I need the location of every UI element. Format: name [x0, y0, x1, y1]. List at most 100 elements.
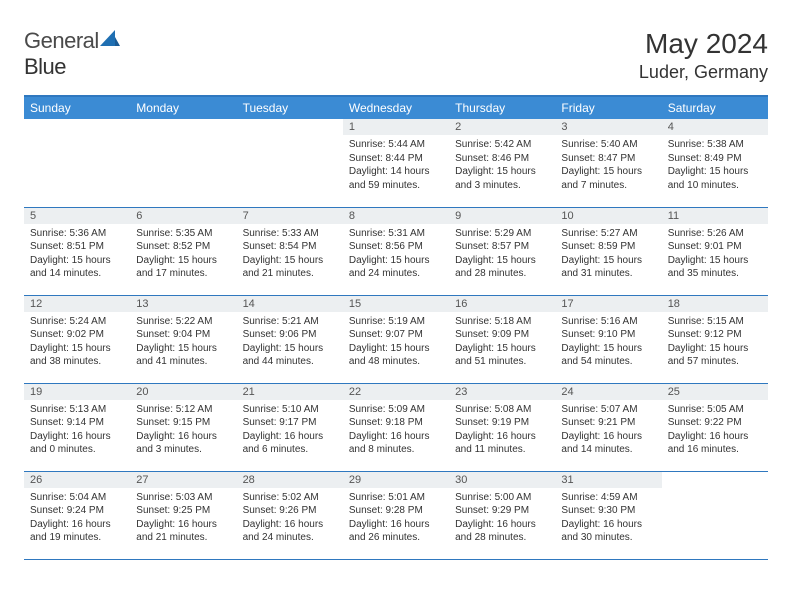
calendar-row: 19Sunrise: 5:13 AMSunset: 9:14 PMDayligh…: [24, 383, 768, 471]
calendar-cell: ..: [662, 471, 768, 559]
day-details: Sunrise: 5:21 AMSunset: 9:06 PMDaylight:…: [237, 312, 343, 373]
day-number: 20: [130, 384, 236, 400]
page-header: GeneralBlue May 2024 Luder, Germany: [24, 28, 768, 83]
calendar-row: 12Sunrise: 5:24 AMSunset: 9:02 PMDayligh…: [24, 295, 768, 383]
calendar-cell: 6Sunrise: 5:35 AMSunset: 8:52 PMDaylight…: [130, 207, 236, 295]
day-details: Sunrise: 5:27 AMSunset: 8:59 PMDaylight:…: [555, 224, 661, 285]
calendar-body: ......1Sunrise: 5:44 AMSunset: 8:44 PMDa…: [24, 119, 768, 559]
day-details: Sunrise: 5:19 AMSunset: 9:07 PMDaylight:…: [343, 312, 449, 373]
day-number: 30: [449, 472, 555, 488]
brand-logo: GeneralBlue: [24, 28, 120, 80]
calendar-cell: 9Sunrise: 5:29 AMSunset: 8:57 PMDaylight…: [449, 207, 555, 295]
day-details: Sunrise: 5:35 AMSunset: 8:52 PMDaylight:…: [130, 224, 236, 285]
day-number: 18: [662, 296, 768, 312]
day-number: 17: [555, 296, 661, 312]
calendar-cell: 21Sunrise: 5:10 AMSunset: 9:17 PMDayligh…: [237, 383, 343, 471]
day-number: 28: [237, 472, 343, 488]
day-details: Sunrise: 5:26 AMSunset: 9:01 PMDaylight:…: [662, 224, 768, 285]
calendar-cell: 27Sunrise: 5:03 AMSunset: 9:25 PMDayligh…: [130, 471, 236, 559]
calendar-cell: 8Sunrise: 5:31 AMSunset: 8:56 PMDaylight…: [343, 207, 449, 295]
sail-icon: [100, 28, 120, 54]
day-number: 24: [555, 384, 661, 400]
day-number: 22: [343, 384, 449, 400]
calendar-cell: ..: [130, 119, 236, 207]
weekday-header: Saturday: [662, 96, 768, 119]
day-number: 16: [449, 296, 555, 312]
day-details: Sunrise: 5:07 AMSunset: 9:21 PMDaylight:…: [555, 400, 661, 461]
day-details: Sunrise: 5:03 AMSunset: 9:25 PMDaylight:…: [130, 488, 236, 549]
day-details: Sunrise: 5:13 AMSunset: 9:14 PMDaylight:…: [24, 400, 130, 461]
day-details: Sunrise: 5:00 AMSunset: 9:29 PMDaylight:…: [449, 488, 555, 549]
day-number: 11: [662, 208, 768, 224]
day-number: 15: [343, 296, 449, 312]
day-number: 10: [555, 208, 661, 224]
day-details: Sunrise: 5:40 AMSunset: 8:47 PMDaylight:…: [555, 135, 661, 196]
calendar-cell: ..: [237, 119, 343, 207]
day-details: Sunrise: 5:36 AMSunset: 8:51 PMDaylight:…: [24, 224, 130, 285]
calendar-cell: 17Sunrise: 5:16 AMSunset: 9:10 PMDayligh…: [555, 295, 661, 383]
weekday-header: Friday: [555, 96, 661, 119]
calendar-cell: 3Sunrise: 5:40 AMSunset: 8:47 PMDaylight…: [555, 119, 661, 207]
day-details: Sunrise: 5:38 AMSunset: 8:49 PMDaylight:…: [662, 135, 768, 196]
day-details: Sunrise: 5:15 AMSunset: 9:12 PMDaylight:…: [662, 312, 768, 373]
brand-part1: General: [24, 28, 99, 53]
calendar-cell: 23Sunrise: 5:08 AMSunset: 9:19 PMDayligh…: [449, 383, 555, 471]
calendar-cell: ..: [24, 119, 130, 207]
weekday-header: Monday: [130, 96, 236, 119]
calendar-cell: 2Sunrise: 5:42 AMSunset: 8:46 PMDaylight…: [449, 119, 555, 207]
day-details: Sunrise: 5:31 AMSunset: 8:56 PMDaylight:…: [343, 224, 449, 285]
day-details: Sunrise: 5:08 AMSunset: 9:19 PMDaylight:…: [449, 400, 555, 461]
day-details: Sunrise: 5:01 AMSunset: 9:28 PMDaylight:…: [343, 488, 449, 549]
weekday-header: Tuesday: [237, 96, 343, 119]
day-number: 6: [130, 208, 236, 224]
weekday-header-row: SundayMondayTuesdayWednesdayThursdayFrid…: [24, 96, 768, 119]
calendar-cell: 25Sunrise: 5:05 AMSunset: 9:22 PMDayligh…: [662, 383, 768, 471]
calendar-table: SundayMondayTuesdayWednesdayThursdayFrid…: [24, 95, 768, 560]
day-number: 26: [24, 472, 130, 488]
calendar-row: ......1Sunrise: 5:44 AMSunset: 8:44 PMDa…: [24, 119, 768, 207]
calendar-cell: 4Sunrise: 5:38 AMSunset: 8:49 PMDaylight…: [662, 119, 768, 207]
calendar-cell: 16Sunrise: 5:18 AMSunset: 9:09 PMDayligh…: [449, 295, 555, 383]
calendar-cell: 13Sunrise: 5:22 AMSunset: 9:04 PMDayligh…: [130, 295, 236, 383]
weekday-header: Sunday: [24, 96, 130, 119]
day-details: Sunrise: 4:59 AMSunset: 9:30 PMDaylight:…: [555, 488, 661, 549]
location-label: Luder, Germany: [639, 62, 768, 83]
day-details: Sunrise: 5:02 AMSunset: 9:26 PMDaylight:…: [237, 488, 343, 549]
day-number: 12: [24, 296, 130, 312]
day-number: 27: [130, 472, 236, 488]
day-number: 1: [343, 119, 449, 135]
calendar-cell: 30Sunrise: 5:00 AMSunset: 9:29 PMDayligh…: [449, 471, 555, 559]
calendar-cell: 15Sunrise: 5:19 AMSunset: 9:07 PMDayligh…: [343, 295, 449, 383]
calendar-cell: 14Sunrise: 5:21 AMSunset: 9:06 PMDayligh…: [237, 295, 343, 383]
month-title: May 2024: [639, 28, 768, 60]
day-details: Sunrise: 5:04 AMSunset: 9:24 PMDaylight:…: [24, 488, 130, 549]
day-number: 23: [449, 384, 555, 400]
calendar-cell: 19Sunrise: 5:13 AMSunset: 9:14 PMDayligh…: [24, 383, 130, 471]
calendar-row: 26Sunrise: 5:04 AMSunset: 9:24 PMDayligh…: [24, 471, 768, 559]
weekday-header: Thursday: [449, 96, 555, 119]
calendar-cell: 11Sunrise: 5:26 AMSunset: 9:01 PMDayligh…: [662, 207, 768, 295]
day-number: 13: [130, 296, 236, 312]
calendar-cell: 29Sunrise: 5:01 AMSunset: 9:28 PMDayligh…: [343, 471, 449, 559]
calendar-cell: 20Sunrise: 5:12 AMSunset: 9:15 PMDayligh…: [130, 383, 236, 471]
day-number: 8: [343, 208, 449, 224]
day-number: 5: [24, 208, 130, 224]
brand-part2: Blue: [24, 54, 66, 79]
calendar-cell: 26Sunrise: 5:04 AMSunset: 9:24 PMDayligh…: [24, 471, 130, 559]
day-details: Sunrise: 5:44 AMSunset: 8:44 PMDaylight:…: [343, 135, 449, 196]
day-number: 9: [449, 208, 555, 224]
brand-text: GeneralBlue: [24, 28, 120, 80]
calendar-row: 5Sunrise: 5:36 AMSunset: 8:51 PMDaylight…: [24, 207, 768, 295]
day-number: 19: [24, 384, 130, 400]
day-details: Sunrise: 5:05 AMSunset: 9:22 PMDaylight:…: [662, 400, 768, 461]
calendar-cell: 31Sunrise: 4:59 AMSunset: 9:30 PMDayligh…: [555, 471, 661, 559]
weekday-header: Wednesday: [343, 96, 449, 119]
day-details: Sunrise: 5:42 AMSunset: 8:46 PMDaylight:…: [449, 135, 555, 196]
day-number: 21: [237, 384, 343, 400]
day-number: 25: [662, 384, 768, 400]
day-number: 4: [662, 119, 768, 135]
calendar-cell: 10Sunrise: 5:27 AMSunset: 8:59 PMDayligh…: [555, 207, 661, 295]
day-details: Sunrise: 5:12 AMSunset: 9:15 PMDaylight:…: [130, 400, 236, 461]
calendar-cell: 22Sunrise: 5:09 AMSunset: 9:18 PMDayligh…: [343, 383, 449, 471]
calendar-page: GeneralBlue May 2024 Luder, Germany Sund…: [0, 0, 792, 560]
